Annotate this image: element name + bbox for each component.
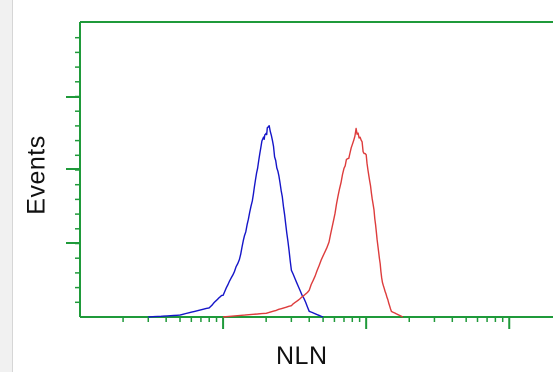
histogram-series-1 (148, 125, 324, 318)
x-axis-label: NLN (276, 342, 328, 370)
y-axis-label-text: Events (22, 135, 51, 215)
y-axis-label: Events (22, 120, 52, 230)
histogram-series-2 (223, 127, 404, 318)
figure-panel (12, 0, 553, 372)
